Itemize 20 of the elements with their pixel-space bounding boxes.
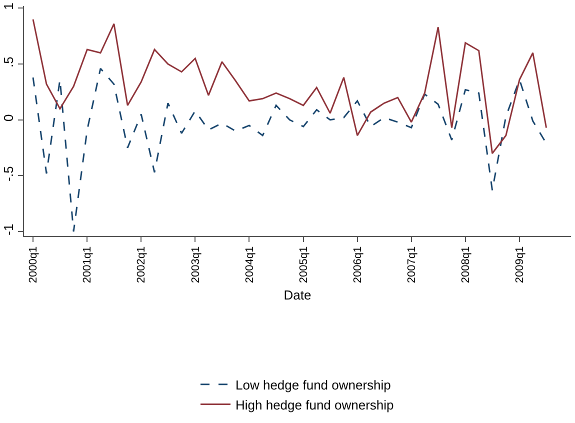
legend-label: High hedge fund ownership	[236, 397, 394, 412]
x-tick-label: 2005q1	[298, 246, 310, 284]
line-series	[32, 18, 548, 154]
line-series	[32, 68, 548, 232]
x-tick-label: 2002q1	[136, 246, 148, 284]
x-tick-label: 2006q1	[352, 246, 364, 284]
y-tick-label: .5	[0, 56, 16, 68]
x-tick-label: 2003q1	[190, 246, 202, 284]
x-axis-title: Date	[284, 288, 312, 303]
legend-label: Low hedge fund ownership	[236, 377, 391, 392]
y-tick-label: 1	[0, 2, 16, 10]
y-tick-label: -1	[0, 224, 16, 236]
x-tick-label: 2007q1	[406, 246, 418, 284]
x-tick-label: 2008q1	[460, 246, 472, 284]
x-tick-label: 2009q1	[514, 246, 526, 284]
y-tick-label: -.5	[0, 166, 16, 182]
x-tick-label: 2000q1	[28, 246, 40, 284]
y-tick-label: 0	[0, 114, 16, 122]
x-tick-label: 2004q1	[244, 246, 256, 284]
x-tick-label: 2001q1	[82, 246, 94, 284]
